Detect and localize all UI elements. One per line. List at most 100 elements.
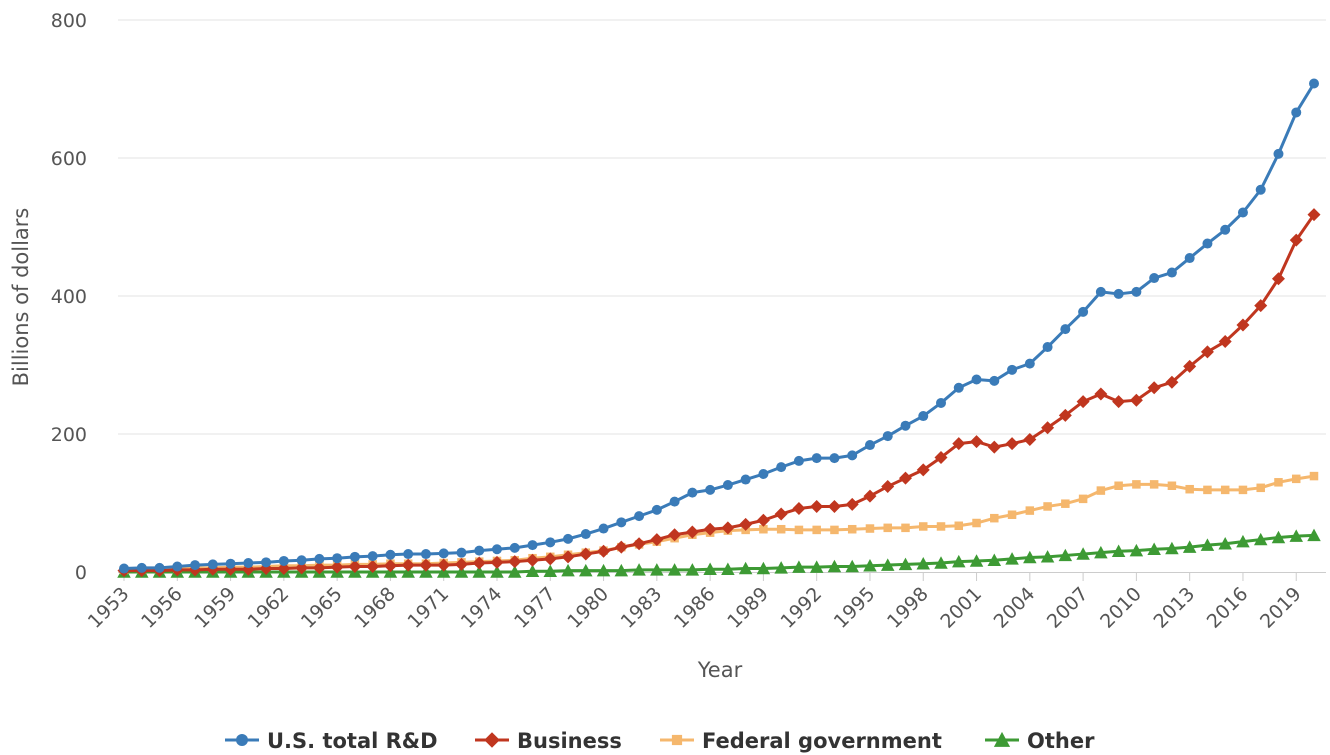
data-point bbox=[614, 540, 628, 554]
y-tick-label: 800 bbox=[51, 10, 87, 32]
data-point bbox=[650, 563, 664, 576]
data-point bbox=[454, 565, 469, 578]
y-tick-label: 200 bbox=[51, 424, 87, 446]
data-point bbox=[437, 558, 451, 572]
data-point bbox=[1131, 286, 1142, 297]
data-point bbox=[722, 480, 733, 491]
data-point bbox=[809, 560, 824, 573]
x-tick-label: 1962 bbox=[244, 583, 294, 633]
data-point bbox=[952, 554, 966, 568]
data-point bbox=[934, 556, 948, 569]
data-point bbox=[972, 518, 981, 528]
data-point bbox=[864, 440, 875, 451]
data-point bbox=[1095, 286, 1106, 297]
data-point bbox=[1147, 381, 1161, 395]
data-point bbox=[829, 453, 840, 464]
data-point bbox=[1256, 483, 1265, 493]
data-point bbox=[1147, 542, 1161, 555]
data-point bbox=[774, 561, 788, 574]
data-point bbox=[952, 437, 966, 451]
legend-marker bbox=[671, 734, 683, 746]
data-point bbox=[277, 562, 291, 576]
data-point bbox=[1271, 272, 1285, 286]
gridlines bbox=[118, 19, 1326, 435]
data-point bbox=[1129, 393, 1143, 407]
x-tick-label: 1995 bbox=[830, 583, 880, 633]
y-tick-label: 600 bbox=[51, 148, 87, 170]
data-point bbox=[989, 375, 1000, 386]
legend-marker bbox=[484, 732, 500, 748]
data-point bbox=[454, 557, 468, 571]
data-point bbox=[1237, 207, 1248, 218]
data-point bbox=[349, 551, 360, 562]
x-tick-label: 2016 bbox=[1203, 583, 1253, 633]
data-point bbox=[527, 540, 538, 551]
x-tick-label: 1956 bbox=[137, 583, 187, 633]
data-point bbox=[936, 522, 946, 531]
series-line bbox=[124, 213, 1316, 573]
data-point bbox=[934, 450, 948, 464]
x-axis-ticks: 1953 1956 1959 1962 1965 1968 1971 1974 1977 1980… bbox=[84, 572, 1306, 633]
data-point bbox=[243, 558, 254, 569]
data-point bbox=[739, 517, 753, 531]
data-point bbox=[1042, 342, 1053, 353]
data-point bbox=[954, 521, 964, 531]
data-point bbox=[1078, 494, 1088, 504]
legend: U.S. total R&D Business Federal government… bbox=[225, 729, 1095, 753]
data-point bbox=[1254, 299, 1268, 313]
data-point bbox=[705, 484, 716, 495]
x-tick-label: 1968 bbox=[350, 583, 400, 633]
data-point bbox=[1024, 358, 1035, 369]
data-point bbox=[332, 553, 343, 564]
data-point bbox=[669, 496, 680, 507]
x-tick-label: 1953 bbox=[84, 583, 134, 633]
data-point bbox=[987, 440, 1001, 454]
data-point bbox=[1220, 485, 1230, 495]
data-point bbox=[1220, 224, 1231, 235]
data-point bbox=[1005, 437, 1019, 451]
data-point bbox=[1236, 534, 1250, 548]
data-point bbox=[687, 487, 698, 498]
data-point bbox=[1149, 480, 1159, 489]
data-point bbox=[1005, 552, 1019, 565]
data-point bbox=[507, 565, 522, 578]
data-point bbox=[969, 554, 984, 567]
legend-marker bbox=[236, 734, 248, 746]
data-point bbox=[1271, 530, 1286, 544]
data-point bbox=[563, 533, 574, 544]
data-point bbox=[863, 559, 877, 572]
data-point bbox=[1274, 478, 1283, 487]
x-tick-label: 1986 bbox=[670, 583, 720, 633]
series-line bbox=[123, 82, 1316, 571]
data-point bbox=[1076, 395, 1090, 409]
data-point bbox=[561, 550, 575, 564]
legend-item[interactable]: Federal government bbox=[660, 729, 942, 753]
data-point bbox=[579, 563, 593, 577]
data-point bbox=[1023, 550, 1037, 564]
data-point bbox=[668, 528, 682, 542]
data-point bbox=[561, 563, 575, 577]
x-tick-label: 1977 bbox=[510, 583, 560, 633]
data-point bbox=[1043, 502, 1052, 511]
data-point bbox=[1238, 485, 1248, 495]
data-point bbox=[880, 558, 895, 571]
legend-item[interactable]: U.S. total R&D bbox=[225, 729, 438, 753]
legend-item[interactable]: Business bbox=[475, 729, 622, 753]
data-point bbox=[1185, 484, 1194, 494]
legend-item[interactable]: Other bbox=[985, 729, 1095, 753]
data-point bbox=[1309, 471, 1319, 481]
data-point bbox=[845, 559, 859, 573]
data-point bbox=[312, 561, 326, 575]
data-point bbox=[845, 497, 859, 511]
data-point bbox=[1291, 107, 1302, 118]
data-point bbox=[1307, 208, 1321, 222]
data-point bbox=[810, 499, 824, 513]
data-point bbox=[632, 563, 646, 576]
data-point bbox=[685, 525, 699, 539]
data-point bbox=[1236, 318, 1250, 332]
x-tick-label: 2013 bbox=[1149, 583, 1199, 633]
data-point bbox=[385, 549, 396, 560]
data-point bbox=[598, 523, 609, 534]
legend-label: Federal government bbox=[702, 729, 942, 753]
data-point bbox=[1041, 421, 1055, 435]
